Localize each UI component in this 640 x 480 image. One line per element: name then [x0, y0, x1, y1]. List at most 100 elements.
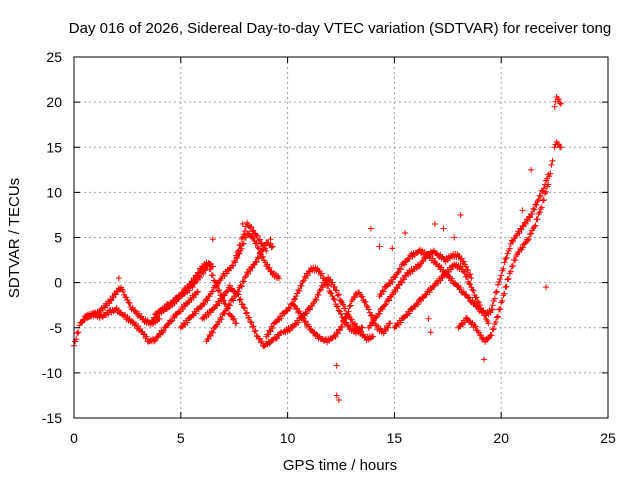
data-point: [555, 96, 562, 103]
data-point: [248, 319, 255, 326]
data-point: [195, 273, 202, 280]
data-point: [209, 329, 216, 336]
data-point: [522, 221, 529, 228]
data-point: [460, 288, 467, 295]
y-tick-label: 5: [54, 230, 62, 246]
data-point: [303, 310, 310, 317]
data-point: [531, 206, 538, 213]
data-point: [248, 223, 255, 230]
data-point: [247, 268, 254, 275]
data-point: [496, 278, 503, 285]
chart-title: Day 016 of 2026, Sidereal Day-to-day VTE…: [69, 20, 611, 37]
y-tick-label: -10: [42, 365, 62, 381]
data-point: [342, 305, 349, 312]
data-point: [551, 103, 558, 110]
data-point: [461, 319, 468, 326]
data-point: [326, 277, 333, 284]
data-point: [512, 257, 519, 264]
data-point: [176, 308, 183, 315]
data-point: [367, 312, 374, 319]
data-point: [376, 243, 383, 250]
data-point: [238, 283, 245, 290]
data-point: [396, 265, 403, 272]
data-point: [489, 302, 496, 309]
data-point: [506, 245, 513, 252]
y-tick-label: 25: [46, 49, 62, 65]
data-point: [336, 327, 343, 334]
data-point: [96, 308, 103, 315]
data-point: [266, 340, 273, 347]
data-point: [414, 301, 421, 308]
data-point: [380, 288, 387, 295]
data-point: [328, 290, 335, 297]
data-point: [401, 276, 408, 283]
data-point: [528, 166, 535, 173]
data-point: [234, 290, 241, 297]
x-axis-label: GPS time / hours: [283, 457, 397, 474]
data-point: [249, 323, 256, 330]
data-point: [206, 331, 213, 338]
data-point: [474, 303, 481, 310]
data-point: [266, 264, 273, 271]
data-point: [151, 314, 158, 321]
data-point: [207, 265, 214, 272]
data-point: [207, 309, 214, 316]
data-point: [202, 267, 209, 274]
data-point: [250, 262, 257, 269]
data-point: [382, 327, 389, 334]
data-point: [221, 292, 228, 299]
data-point: [207, 333, 214, 340]
data-point: [534, 198, 541, 205]
data-point: [440, 266, 447, 273]
data-point: [255, 245, 262, 252]
data-point: [395, 281, 402, 288]
data-point: [418, 297, 425, 304]
data-point: [237, 282, 244, 289]
data-point: [289, 323, 296, 330]
data-point: [503, 254, 510, 261]
data-point: [534, 216, 541, 223]
y-tick-label: -15: [42, 410, 62, 426]
data-point: [509, 263, 516, 270]
data-point: [467, 281, 474, 288]
data-point: [143, 333, 150, 340]
data-point: [504, 276, 511, 283]
data-point: [379, 306, 386, 313]
data-point: [256, 236, 263, 243]
data-point: [389, 278, 396, 285]
data-point: [548, 161, 555, 168]
data-point: [325, 282, 332, 289]
data-point: [558, 100, 565, 107]
data-point: [333, 287, 340, 294]
data-point: [531, 223, 538, 230]
data-point: [225, 301, 232, 308]
data-point: [110, 294, 117, 301]
data-point: [123, 294, 130, 301]
data-point: [249, 264, 256, 271]
data-point: [530, 205, 537, 212]
data-point: [397, 319, 404, 326]
data-point: [209, 236, 216, 243]
data-point: [156, 330, 163, 337]
data-point: [266, 327, 273, 334]
data-point: [376, 310, 383, 317]
data-point: [231, 315, 238, 322]
data-point: [521, 219, 528, 226]
data-point: [492, 318, 499, 325]
data-point: [549, 157, 556, 164]
data-point: [272, 335, 279, 342]
data-point: [151, 338, 158, 345]
data-point: [240, 304, 247, 311]
data-point: [159, 329, 166, 336]
axis-ticks: 0 5 10 15 20 25 -15 -10 -5 0 5 10 15 20 25: [42, 49, 616, 446]
data-point: [231, 258, 238, 265]
data-point: [235, 291, 242, 298]
data-point: [278, 315, 285, 322]
y-axis-label: SDTVAR / TECUs: [6, 178, 23, 298]
data-point: [238, 245, 245, 252]
data-point: [120, 288, 127, 295]
data-point: [345, 308, 352, 315]
data-point: [171, 314, 178, 321]
data-point: [215, 288, 222, 295]
data-point: [343, 314, 350, 321]
